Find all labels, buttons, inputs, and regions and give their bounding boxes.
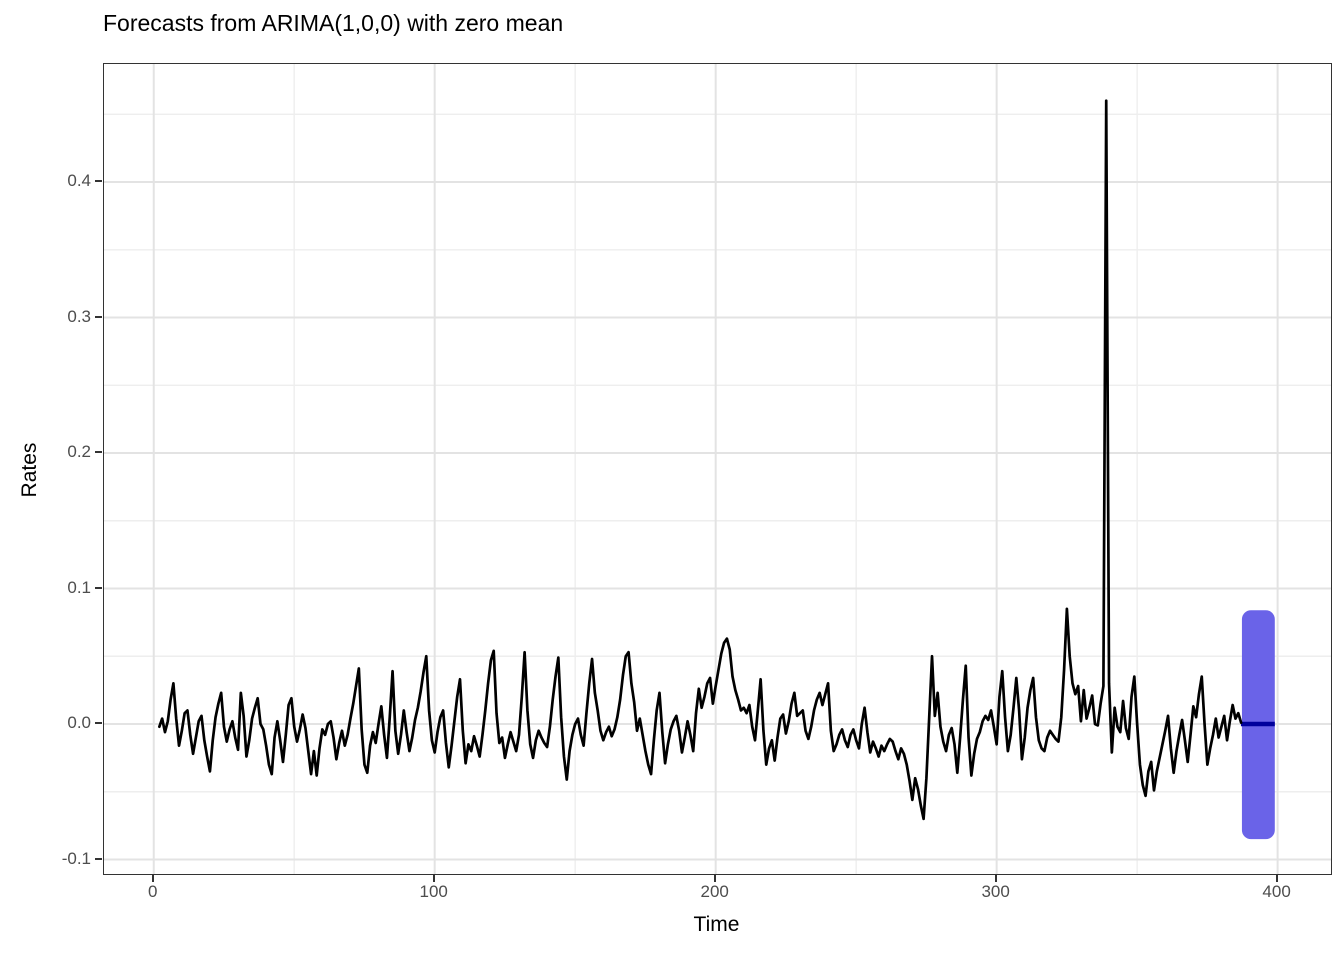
- y-tick-label: 0.0: [67, 713, 91, 732]
- x-tick-mark: [1275, 875, 1278, 882]
- y-tick-mark: [95, 857, 102, 860]
- plot-panel: [103, 63, 1332, 875]
- x-tick-label: 400: [1262, 882, 1291, 901]
- x-tick-label: 0: [147, 882, 158, 901]
- y-tick-mark: [95, 315, 102, 318]
- y-axis-title: Rates: [18, 442, 41, 498]
- x-tick-mark: [713, 875, 716, 882]
- observed-series-line: [158, 99, 1243, 821]
- x-tick-mark: [151, 875, 154, 882]
- y-tick-mark: [95, 451, 102, 453]
- y-tick-mark: [95, 722, 102, 724]
- x-tick-label: 300: [981, 882, 1010, 901]
- x-tick-label: 200: [700, 882, 729, 901]
- x-tick-label: 100: [419, 882, 448, 901]
- x-axis-title: Time: [693, 913, 740, 936]
- y-tick-mark: [95, 586, 102, 589]
- chart-canvas: [104, 64, 1331, 874]
- y-tick-mark: [95, 180, 102, 183]
- chart-title: Forecasts from ARIMA(1,0,0) with zero me…: [103, 10, 564, 36]
- x-tick-mark: [432, 875, 435, 882]
- y-tick-label: 0.1: [67, 577, 91, 597]
- x-tick-mark: [994, 875, 997, 882]
- y-tick-label: 0.4: [67, 171, 91, 191]
- y-tick-label: 0.2: [67, 442, 91, 461]
- y-tick-label: 0.3: [67, 306, 91, 326]
- y-tick-label: -0.1: [61, 848, 91, 868]
